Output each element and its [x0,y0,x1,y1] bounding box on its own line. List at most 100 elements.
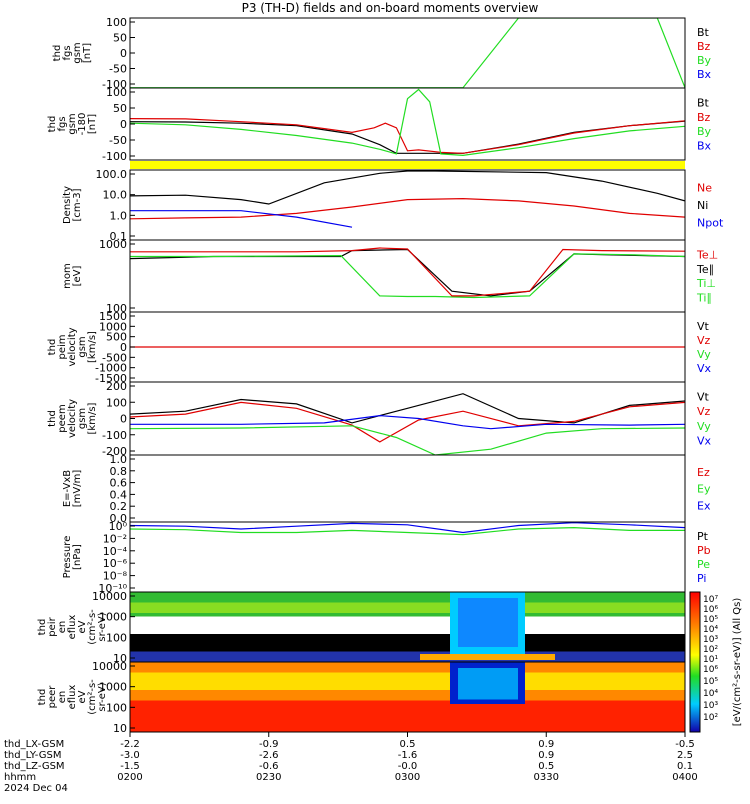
x-tick-label: -0.0 [398,761,418,772]
spectrogram-arc [420,654,555,660]
spectrogram-band-3 [130,700,685,732]
colorbar-tick: 10⁴ [703,689,718,699]
legend-Ex: Ex [697,499,711,512]
x-tick-label: 0330 [534,772,559,783]
y-axis-label: sr-eV) [97,682,108,711]
spectrogram-core-inner [458,598,518,647]
y-axis-label: peim [57,334,68,359]
y-axis-label: [cm-3] [72,188,83,221]
spectrogram-band-3 [130,634,685,652]
colorbar-label: [eV/(cm²-s-sr-eV)] (All Qs) [732,598,743,727]
legend-Bz: Bz [697,40,711,53]
spectrogram-band-2 [130,672,685,690]
y-tick-label: 100 [106,302,127,315]
panel-10: 10000 1000 100 10 thd peer en eflux eV (cm²-s-sr-… [37,660,686,735]
y-tick-label: 10⁻⁸ [103,570,128,583]
panel-4: 1000 100 mom [eV] Te⊥ Te∥Ti⊥ Ti∥ [62,238,718,315]
legend-Vt: Vt [697,320,710,333]
legend-Pe: Pe [697,558,710,571]
x-tick-label: 2.5 [677,750,693,761]
legend-Vz: Vz [697,334,711,347]
y-axis-label: sr-eV) [97,612,108,641]
x-tick-label: 0200 [117,772,142,783]
legend-Vy: Vy [697,348,711,361]
legend-Ne: Ne [697,182,712,195]
y-tick-label: 1000 [99,611,127,624]
x-tick-label: -1.5 [120,761,140,772]
colorbar-tick: 10² [703,645,718,655]
y-axis-label: gsm [77,336,88,357]
status-bar [130,161,685,169]
y-tick-label: 500 [106,331,127,344]
y-tick-label: -100 [102,429,127,442]
legend-Vx: Vx [697,434,712,447]
spectrogram [130,592,685,662]
y-tick-label: 1000 [99,238,127,251]
panel-frame [129,17,686,89]
y-tick-label: -50 [109,134,127,147]
x-tick-label: 0.1 [677,761,693,772]
series-group [130,18,685,88]
chart-title: P3 (TH-D) fields and on-board moments ov… [242,1,539,15]
y-tick-label: 100 [106,396,127,409]
spectrogram-core-inner [458,668,518,700]
y-tick-label: -100 [102,78,127,91]
panel-9: 10000 1000 100 10 thd peir en eflux eV (cm²-s-sr-… [37,590,686,665]
y-axis-label: eflux [67,615,78,640]
y-axis-label: thd [37,619,48,636]
y-tick-label: 0.0 [110,512,128,525]
y-axis-label: thd [37,689,48,706]
y-axis-label: [km/s] [87,331,98,363]
y-axis-label: -180 [77,113,88,136]
series-Te⊥ [130,247,685,297]
legend-Vy: Vy [697,420,711,433]
spectrogram-band-4 [130,651,685,662]
legend-Pt: Pt [697,530,709,543]
y-axis-label: thd [47,410,58,427]
y-axis-label: peem [57,404,68,432]
legend-Ti⊥: Ti⊥ [696,277,716,290]
y-tick-label: 1.0 [110,209,128,222]
y-tick-label: 0.8 [110,465,128,478]
series-By [130,88,685,157]
y-tick-label: 10 [113,652,127,665]
y-axis-label: Pressure [62,536,73,579]
y-tick-label: 10 [113,722,127,735]
y-axis-label: (cm²-s- [87,609,98,645]
spectrogram [130,662,685,732]
y-axis-label: peir [47,616,58,636]
y-axis-label: fgs [57,116,68,131]
panel-7: 1.00.80.60.40.20.0 E=-VxB [mV/m] Ez Ey Ex [62,453,711,525]
y-axis-label: eV [77,690,88,703]
y-tick-label: 10⁻² [103,532,127,545]
colorbar-tick: 10⁵ [703,677,718,687]
y-axis-label: gsm [72,42,83,63]
x-row-name: thd_LX-GSM [4,739,64,750]
legend-Bz: Bz [697,111,711,124]
series-Npot [130,210,353,228]
legend-Bt: Bt [697,96,710,109]
x-tick-label: -0.5 [675,739,695,750]
legend-Pb: Pb [697,544,711,557]
y-axis-label: thd [52,45,63,62]
y-tick-label: 10000 [92,590,127,603]
series-group [130,247,685,299]
y-axis-label: peer [47,685,58,709]
x-tick-label: 0230 [256,772,281,783]
series-Pe [130,526,685,536]
legend-Pi: Pi [697,572,706,585]
y-axis-label: [km/s] [87,402,98,434]
y-tick-label: -50 [109,63,127,76]
y-tick-label: 10⁻¹⁰ [98,582,127,595]
y-tick-label: 50 [113,32,127,45]
y-axis-label: eV [77,620,88,633]
y-axis-label: mom [62,263,73,289]
y-tick-label: 0.2 [110,500,128,513]
series-group [130,522,685,536]
x-tick-label: 0.5 [538,761,554,772]
panel-3: 100.0 10.0 1.0 0.1 Density [cm-3] Ne Ni Npot [62,168,724,243]
y-tick-label: 200 [106,380,127,393]
y-axis-label: eflux [67,685,78,710]
